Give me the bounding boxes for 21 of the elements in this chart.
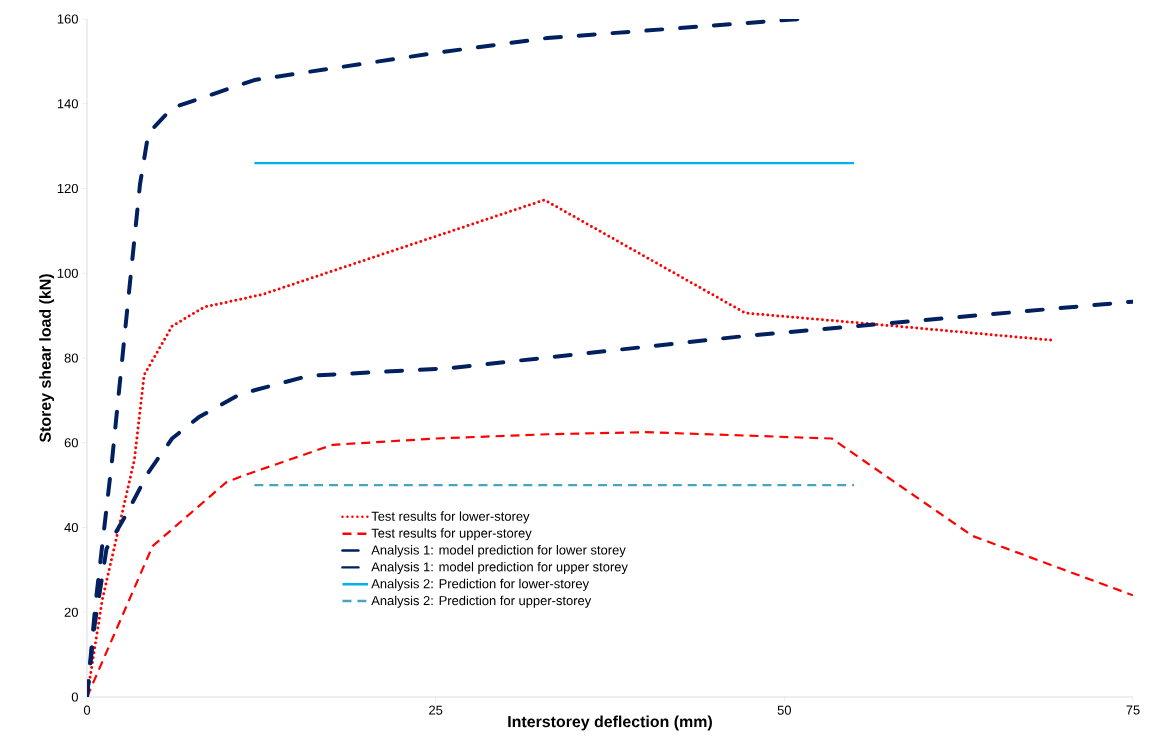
y-tick-label: 120 [57, 183, 78, 194]
y-tick-label: 0 [71, 692, 78, 702]
x-tick-label: 25 [429, 705, 443, 715]
x-tick-label: 0 [83, 705, 91, 715]
y-axis-title: Storey shear load (kN) [39, 274, 55, 443]
legend-label: Analysis 1: model prediction for upper storey [371, 561, 628, 575]
legend-label: Test results for upper-storey [371, 528, 532, 541]
y-tick-label: 20 [64, 607, 78, 617]
y-tick-label: 100 [57, 268, 78, 278]
x-tick-label: 75 [1126, 705, 1140, 715]
legend-label: Test results for lower-storey [371, 511, 530, 524]
y-tick-label: 160 [57, 14, 78, 24]
y-tick-label: 140 [57, 99, 78, 109]
x-tick-label: 50 [777, 705, 792, 715]
y-tick-label: 60 [64, 438, 78, 448]
legend-label: Analysis 2: Prediction for upper-storey [371, 595, 592, 608]
y-tick-label: 40 [64, 522, 78, 533]
legend-label: Analysis 1: model prediction for lower storey [371, 545, 626, 558]
legend-label: Analysis 2: Prediction for lower-storey [371, 578, 590, 591]
y-tick-label: 80 [64, 353, 78, 363]
x-axis-title: Interstorey deflection (mm) [508, 715, 712, 731]
